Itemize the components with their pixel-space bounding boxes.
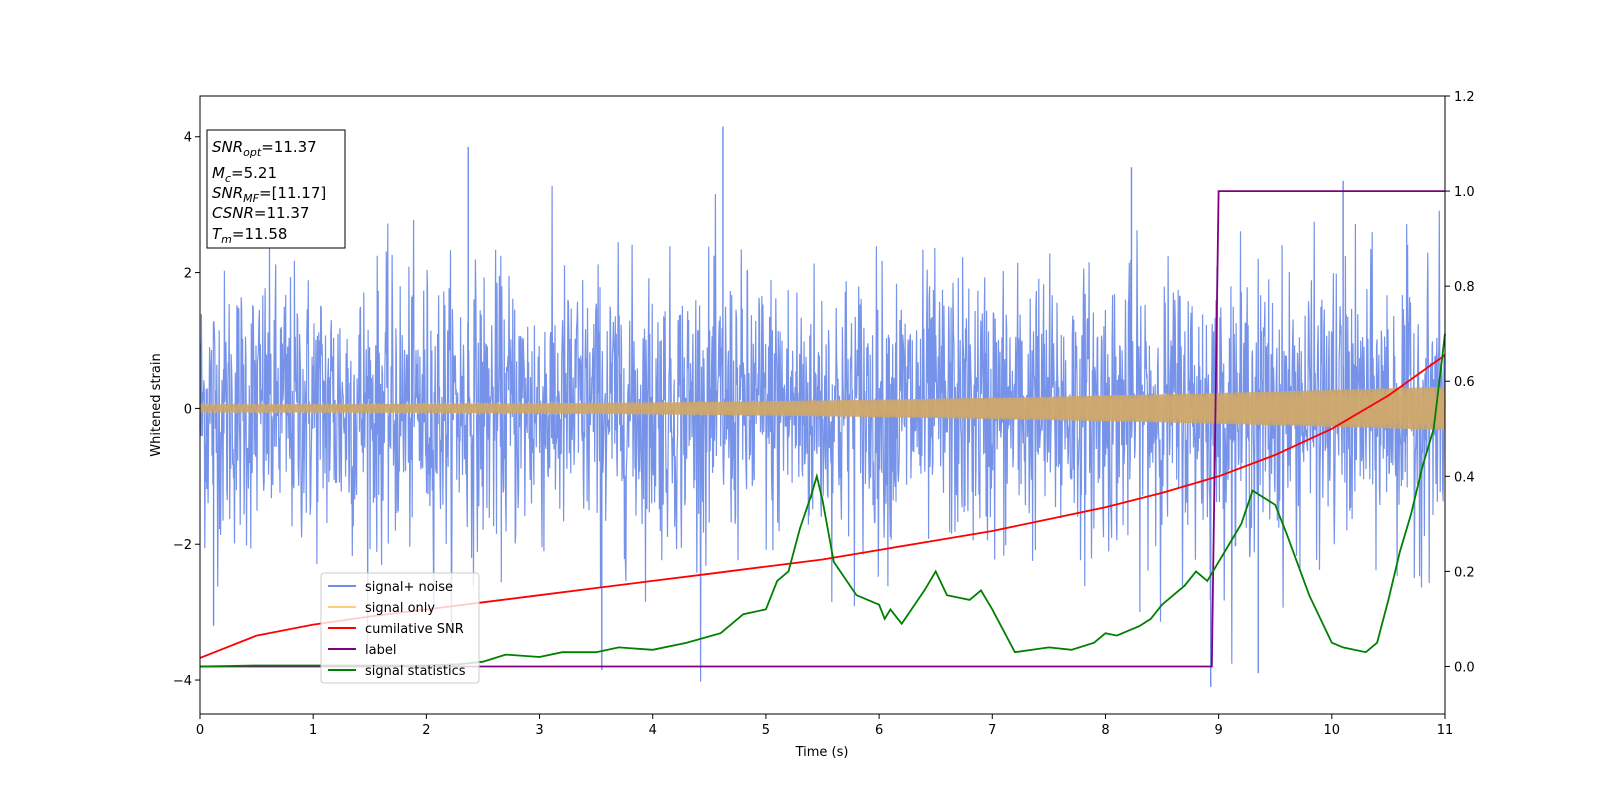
legend-label: signal+ noise bbox=[365, 580, 453, 595]
x-tick-label: 11 bbox=[1437, 723, 1454, 738]
y2-tick-label: 0.8 bbox=[1454, 280, 1475, 295]
annot-csnr: CSNR=11.37 bbox=[212, 204, 309, 222]
annot-snr-opt: SNRopt=11.37 bbox=[212, 138, 317, 159]
x-tick-label: 7 bbox=[988, 723, 996, 738]
legend-label: signal statistics bbox=[365, 664, 466, 679]
x-tick-label: 10 bbox=[1324, 723, 1341, 738]
y2-tick-label: 0.2 bbox=[1454, 565, 1475, 580]
legend-label: signal only bbox=[365, 601, 435, 616]
y-tick-label: −2 bbox=[173, 538, 192, 553]
y-tick-label: 2 bbox=[184, 267, 192, 282]
x-tick-label: 9 bbox=[1214, 723, 1222, 738]
annot-snr-mf: SNRMF=[11.17] bbox=[212, 184, 326, 205]
x-tick-label: 4 bbox=[649, 723, 657, 738]
signal-layer bbox=[199, 386, 1446, 431]
y2-tick-label: 1.2 bbox=[1454, 90, 1475, 105]
x-tick-label: 8 bbox=[1101, 723, 1109, 738]
ticks-layer: 0 1 2 3 4 5 6 7 8 9 10 11 −4 −2 0 2 4 0.0 0.2 0.4 0.6 0.8 1.0 1… bbox=[173, 90, 1475, 738]
x-tick-label: 6 bbox=[875, 723, 883, 738]
y-tick-label: −4 bbox=[173, 674, 192, 689]
x-tick-label: 5 bbox=[762, 723, 770, 738]
y2-tick-label: 0.0 bbox=[1454, 660, 1475, 675]
x-tick-label: 0 bbox=[196, 723, 204, 738]
y2-tick-label: 1.0 bbox=[1454, 185, 1475, 200]
legend: signal+ noise signal only cumilative SNR la… bbox=[320, 572, 480, 684]
legend-label: cumilative SNR bbox=[365, 622, 464, 637]
annot-tm: Tm=11.58 bbox=[212, 225, 287, 246]
series-label bbox=[200, 190, 1445, 668]
y-axis-label: Whitened strain bbox=[149, 353, 164, 456]
x-tick-label: 2 bbox=[422, 723, 430, 738]
y2-tick-label: 0.6 bbox=[1454, 375, 1475, 390]
x-tick-label: 3 bbox=[535, 723, 543, 738]
series-signal-statistics bbox=[199, 333, 1446, 668]
annotation-box: SNRopt=11.37 Mc=5.21 SNRMF=[11.17] CSNR=… bbox=[206, 129, 346, 249]
legend-label: label bbox=[365, 643, 396, 658]
y2-tick-label: 0.4 bbox=[1454, 470, 1475, 485]
y-tick-label: 4 bbox=[184, 131, 192, 146]
x-tick-label: 1 bbox=[309, 723, 317, 738]
annot-mc: Mc=5.21 bbox=[212, 164, 277, 185]
x-axis-label: Time (s) bbox=[795, 745, 849, 760]
y-tick-label: 0 bbox=[184, 402, 192, 417]
series-signal-only-envelope bbox=[200, 386, 1445, 431]
plot-frame bbox=[199, 95, 1446, 715]
